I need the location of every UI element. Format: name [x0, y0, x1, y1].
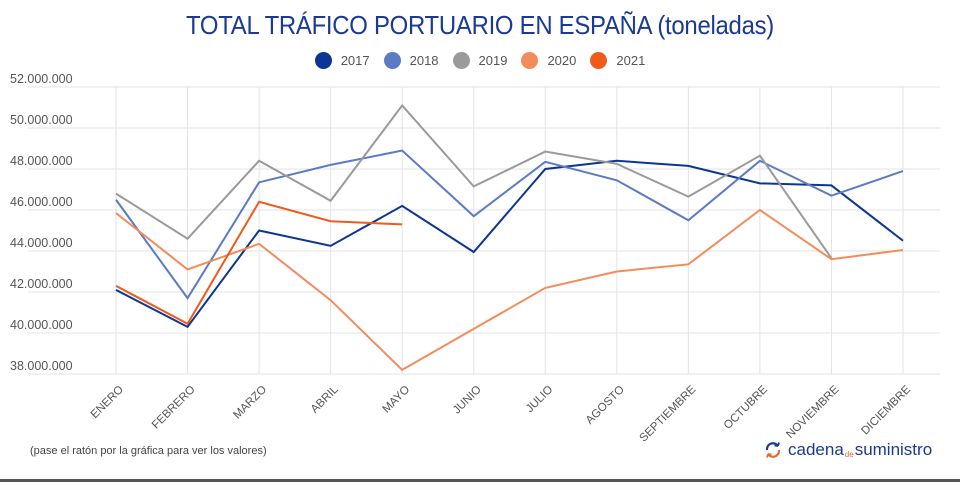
y-tick-label: 44.000.000: [10, 236, 73, 250]
x-tick-label: JULIO: [524, 384, 556, 416]
data-point-2019[interactable]: 2019 JULIO: 48.850.000: [542, 149, 548, 155]
data-point-2021[interactable]: 2021 ENERO: 42.300.000: [113, 283, 119, 289]
y-tick-label: 46.000.000: [10, 195, 73, 209]
y-tick-label: 42.000.000: [10, 277, 73, 291]
data-point-2018[interactable]: 2018 SEPTIEMBRE: 45.500.000: [685, 217, 691, 223]
y-tick-label: 50.000.000: [10, 113, 73, 127]
data-point-2017[interactable]: 2017 MAYO: 46.200.000: [399, 203, 405, 209]
legend-label: 2017: [340, 53, 370, 68]
brand-end: suministro: [854, 440, 933, 459]
data-point-2018[interactable]: 2018 ABRIL: 48.200.000: [328, 162, 334, 168]
legend-label: 2021: [616, 53, 646, 68]
legend-swatch: [590, 52, 608, 69]
y-tick-label: 48.000.000: [10, 154, 73, 168]
data-point-2021[interactable]: 2021 FEBRERO: 40.450.000: [185, 321, 191, 327]
data-point-2020[interactable]: 2020 SEPTIEMBRE: 43.350.000: [685, 261, 691, 267]
x-tick-label: JUNIO: [451, 384, 484, 417]
series-line-2021[interactable]: [115, 200, 403, 326]
legend-item-2018[interactable]: 2018: [383, 52, 439, 69]
data-point-2020[interactable]: 2020 DICIEMBRE: 44.050.000: [900, 247, 906, 253]
series-line-2019[interactable]: [115, 103, 833, 259]
legend-item-2021[interactable]: 2021: [590, 52, 645, 69]
data-point-2019[interactable]: 2019 ABRIL: 46.450.000: [328, 198, 334, 204]
data-point-2019[interactable]: 2019 OCTUBRE: 48.650.000: [757, 153, 763, 159]
data-point-2021[interactable]: 2021 MARZO: 46.400.000: [256, 199, 262, 205]
y-tick-label: 38.000.000: [10, 359, 73, 373]
x-tick-label: OCTUBRE: [722, 383, 770, 431]
brand-logo[interactable]: cadenadesuministro: [764, 440, 932, 460]
data-point-2020[interactable]: 2020 FEBRERO: 43.100.000: [185, 266, 191, 272]
data-point-2021[interactable]: 2021 MAYO: 45.300.000: [399, 221, 405, 227]
legend-item-2019[interactable]: 2019: [452, 52, 508, 69]
brand-de: de: [844, 450, 854, 459]
data-point-2020[interactable]: 2020 NOVIEMBRE: 43.600.000: [828, 256, 834, 262]
legend: 2017 2018 2019 2020 2021: [0, 52, 960, 69]
x-tick-label: NOVIEMBRE: [784, 383, 842, 441]
series-line-2018[interactable]: [115, 149, 904, 300]
data-point-2019[interactable]: 2019 ENERO: 46.800.000: [113, 191, 119, 197]
x-tick-label: ENERO: [89, 384, 126, 421]
legend-swatch: [383, 52, 401, 69]
data-point-2020[interactable]: 2020 JUNIO: 40.200.000: [471, 326, 477, 332]
legend-item-2020[interactable]: 2020: [521, 52, 576, 69]
data-point-2020[interactable]: 2020 JULIO: 42.200.000: [542, 285, 548, 291]
x-tick-label: SEPTIEMBRE: [638, 383, 699, 444]
data-point-2017[interactable]: 2017 DICIEMBRE: 44.500.000: [900, 238, 906, 244]
data-point-2020[interactable]: 2020 MARZO: 44.350.000: [256, 241, 262, 247]
x-tick-label: FEBRERO: [150, 384, 198, 432]
legend-swatch: [452, 52, 470, 69]
data-point-2017[interactable]: 2017 MARZO: 45.000.000: [256, 228, 262, 234]
x-tick-label: ABRIL: [309, 383, 341, 415]
data-point-2019[interactable]: 2019 MARZO: 48.400.000: [256, 158, 262, 164]
legend-label: 2018: [409, 53, 439, 68]
data-point-2019[interactable]: 2019 AGOSTO: 48.250.000: [614, 161, 620, 167]
data-point-2020[interactable]: 2020 ENERO: 45.850.000: [113, 210, 119, 216]
legend-item-2017[interactable]: 2017: [314, 52, 370, 69]
x-tick-label: MAYO: [380, 384, 412, 416]
data-point-2017[interactable]: 2017 NOVIEMBRE: 47.200.000: [828, 182, 834, 188]
bottom-divider: [0, 479, 960, 482]
y-tick-label: 40.000.000: [10, 318, 73, 332]
legend-swatch: [521, 52, 539, 69]
data-point-2021[interactable]: 2021 ABRIL: 45.450.000: [328, 218, 334, 224]
data-point-2020[interactable]: 2020 AGOSTO: 43.000.000: [614, 269, 620, 275]
data-point-2020[interactable]: 2020 OCTUBRE: 46.000.000: [757, 207, 763, 213]
data-point-2018[interactable]: 2018 AGOSTO: 47.450.000: [614, 177, 620, 183]
data-point-2019[interactable]: 2019 FEBRERO: 44.600.000: [185, 236, 191, 242]
data-point-2019[interactable]: 2019 JUNIO: 47.150.000: [471, 183, 477, 189]
data-point-2018[interactable]: 2018 NOVIEMBRE: 46.700.000: [828, 193, 834, 199]
data-point-2017[interactable]: 2017 SEPTIEMBRE: 48.150.000: [685, 163, 691, 169]
data-point-2017[interactable]: 2017 ABRIL: 44.250.000: [328, 243, 334, 249]
y-tick-label: 52.000.000: [10, 72, 73, 86]
data-point-2019[interactable]: 2019 MAYO: 51.100.000: [399, 102, 405, 108]
data-point-2018[interactable]: 2018 ENERO: 46.500.000: [113, 197, 119, 203]
data-point-2017[interactable]: 2017 JULIO: 48.000.000: [542, 166, 548, 172]
data-point-2017[interactable]: 2017 OCTUBRE: 47.300.000: [757, 180, 763, 186]
data-point-2018[interactable]: 2018 JULIO: 48.350.000: [542, 159, 548, 165]
data-point-2019[interactable]: 2019 SEPTIEMBRE: 46.650.000: [685, 194, 691, 200]
refresh-cycle-icon: [765, 442, 781, 458]
brand-main: cadena: [788, 440, 844, 459]
legend-label: 2019: [478, 53, 508, 68]
hover-hint: (pase el ratón por la gráfica para ver l…: [30, 445, 267, 457]
data-point-2018[interactable]: 2018 FEBRERO: 41.700.000: [185, 295, 191, 301]
data-point-2020[interactable]: 2020 MAYO: 38.200.000: [399, 367, 405, 373]
legend-label: 2020: [547, 53, 577, 68]
x-tick-label: AGOSTO: [584, 384, 627, 427]
data-point-2018[interactable]: 2018 MARZO: 47.350.000: [256, 179, 262, 185]
data-point-2018[interactable]: 2018 JUNIO: 45.700.000: [471, 213, 477, 219]
data-point-2020[interactable]: 2020 ABRIL: 41.600.000: [328, 297, 334, 303]
legend-swatch: [314, 52, 332, 69]
data-point-2018[interactable]: 2018 DICIEMBRE: 47.900.000: [900, 168, 906, 174]
x-tick-label: MARZO: [231, 384, 269, 422]
x-tick-label: DICIEMBRE: [859, 383, 913, 437]
series-line-2017[interactable]: [115, 159, 904, 329]
series-line-2020[interactable]: [115, 208, 904, 372]
data-point-2017[interactable]: 2017 JUNIO: 43.950.000: [471, 249, 477, 255]
data-point-2018[interactable]: 2018 MAYO: 48.900.000: [399, 148, 405, 154]
chart-title: TOTAL TRÁFICO PORTUARIO EN ESPAÑA (tonel…: [186, 10, 774, 40]
